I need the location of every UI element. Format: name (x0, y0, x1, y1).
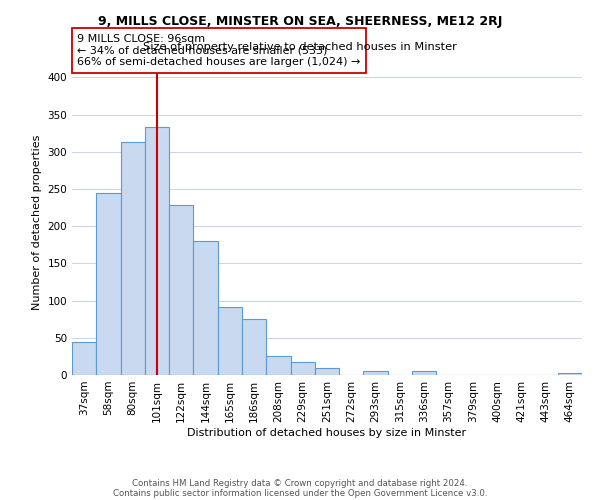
Text: Contains public sector information licensed under the Open Government Licence v3: Contains public sector information licen… (113, 488, 487, 498)
Bar (169, 206, 193, 375)
Text: 9 MILLS CLOSE: 96sqm
← 34% of detached houses are smaller (533)
66% of semi-deta: 9 MILLS CLOSE: 96sqm ← 34% of detached h… (77, 34, 361, 67)
Bar (72, 342, 96, 375)
Bar (121, 142, 145, 375)
Text: Contains HM Land Registry data © Crown copyright and database right 2024.: Contains HM Land Registry data © Crown c… (132, 478, 468, 488)
Text: Size of property relative to detached houses in Minster: Size of property relative to detached ho… (143, 42, 457, 52)
Bar (290, 362, 315, 375)
X-axis label: Distribution of detached houses by size in Minster: Distribution of detached houses by size … (187, 428, 467, 438)
Bar (266, 356, 290, 375)
Bar (218, 308, 242, 375)
Bar (558, 373, 582, 375)
Bar (412, 372, 436, 375)
Bar (96, 192, 121, 375)
Bar (315, 368, 339, 375)
Bar (193, 241, 218, 375)
Y-axis label: Number of detached properties: Number of detached properties (32, 135, 42, 310)
Bar (145, 128, 169, 375)
Text: 9, MILLS CLOSE, MINSTER ON SEA, SHEERNESS, ME12 2RJ: 9, MILLS CLOSE, MINSTER ON SEA, SHEERNES… (98, 15, 502, 28)
Bar (242, 319, 266, 375)
Bar (364, 372, 388, 375)
